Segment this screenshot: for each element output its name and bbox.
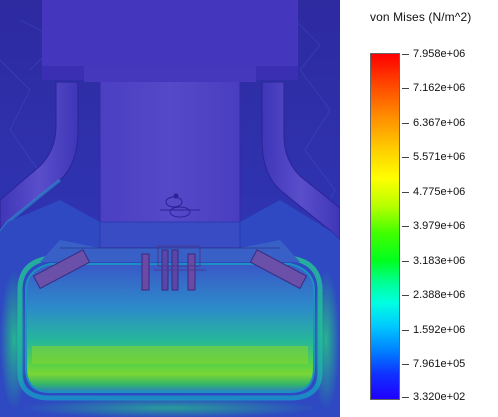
legend-value: 2.388e+06 [402,288,465,302]
legend-value: 3.979e+06 [402,219,465,233]
legend-value: 1.592e+06 [402,323,465,337]
left-pipe [0,81,79,233]
center-posts [141,245,206,291]
high-stress-band [32,346,308,364]
legend-value: 3.183e+06 [402,254,465,268]
central-block [99,79,241,223]
basin [25,263,315,393]
right-pipe [261,81,340,241]
stress-legend: von Mises (N/m^2) 7.958e+06 7.162e+06 6.… [340,0,498,417]
right-bracket [249,249,308,290]
legend-value: 7.958e+06 [402,47,465,61]
fitting-detail [160,193,200,218]
legend-value: 7.162e+06 [402,81,465,95]
left-bracket [32,249,91,290]
legend-title: von Mises (N/m^2) [370,10,472,24]
color-scale-bar [370,53,400,400]
legend-value: 3.320e+02 [402,390,465,404]
legend-value: 6.367e+06 [402,116,465,130]
legend-value: 7.961e+05 [402,357,465,371]
legend-value: 5.571e+06 [402,150,465,164]
legend-value: 4.775e+06 [402,185,465,199]
stress-plot-viewport[interactable] [0,0,340,417]
legend-labels: 7.958e+06 7.162e+06 6.367e+06 5.571e+06 … [402,0,498,417]
